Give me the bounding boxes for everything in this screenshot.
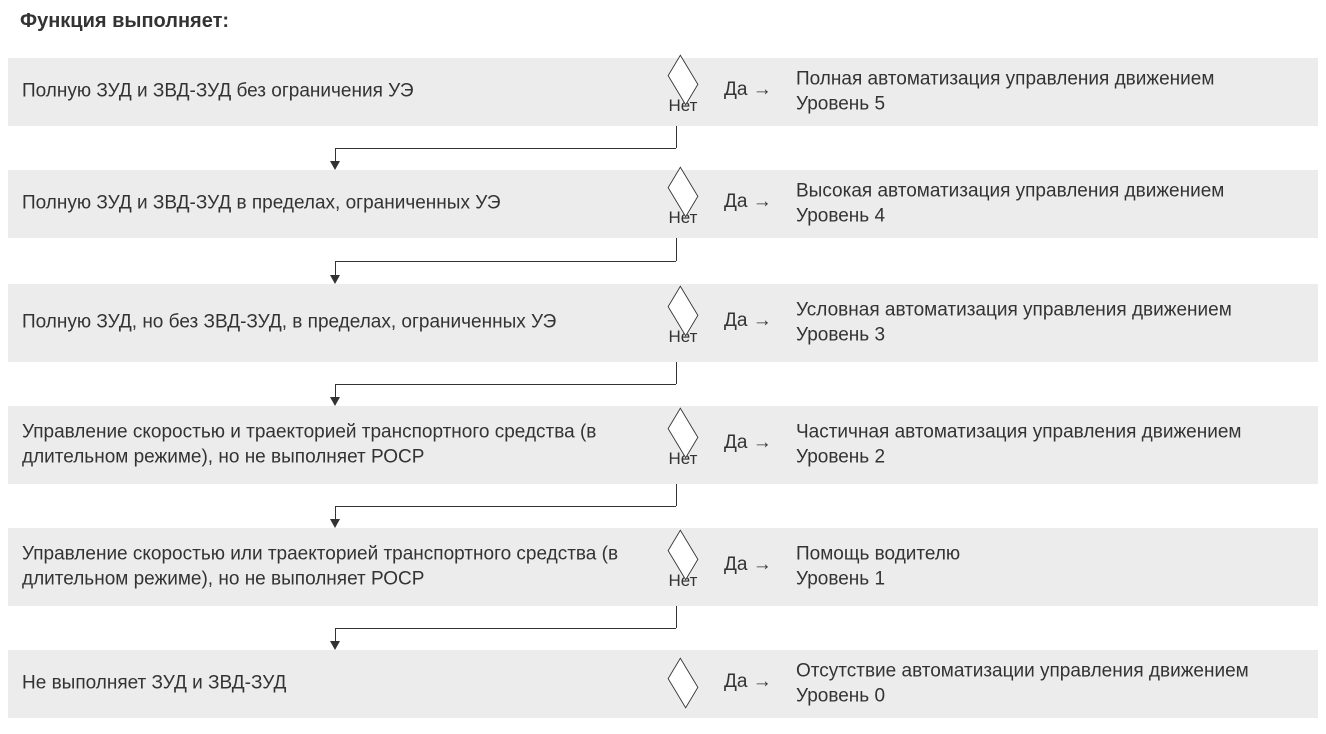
yes-arrow: Да → bbox=[724, 191, 772, 213]
yes-arrow: Да → bbox=[724, 432, 772, 454]
page-title: Функция выполняет: bbox=[20, 10, 229, 33]
result-line2: Уровень 3 bbox=[796, 323, 1232, 348]
decision-row: Управление скоростью и траекторией транс… bbox=[8, 406, 1318, 484]
result-line1: Условная автоматизация управления движен… bbox=[796, 298, 1232, 323]
decision-diamond-wrap: Нет bbox=[653, 68, 713, 116]
decision-row: Полную ЗУД и ЗВД-ЗУД без ограничения УЭ … bbox=[8, 58, 1318, 126]
result-line1: Помощь водителю bbox=[796, 542, 960, 567]
yes-label: Да bbox=[724, 554, 747, 575]
diamond-icon bbox=[668, 657, 699, 708]
result-line1: Частичная автоматизация управления движе… bbox=[796, 420, 1241, 445]
condition-text: Полную ЗУД, но без ЗВД-ЗУД, в пределах, … bbox=[22, 311, 622, 336]
decision-diamond-wrap: Нет bbox=[653, 299, 713, 347]
arrow-down-icon bbox=[330, 397, 340, 406]
condition-text: Управление скоростью или траекторией тра… bbox=[22, 542, 622, 591]
arrow-right-icon: → bbox=[753, 432, 772, 453]
decision-diamond-wrap: Нет bbox=[653, 421, 713, 469]
decision-row: Полную ЗУД и ЗВД-ЗУД в пределах, огранич… bbox=[8, 170, 1318, 238]
decision-diamond-wrap bbox=[653, 671, 713, 697]
arrow-right-icon: → bbox=[753, 671, 772, 692]
result-line1: Высокая автоматизация управления движени… bbox=[796, 179, 1224, 204]
result-line2: Уровень 4 bbox=[796, 204, 1224, 229]
yes-label: Да bbox=[724, 79, 747, 100]
yes-label: Да bbox=[724, 432, 747, 453]
condition-text: Не выполняет ЗУД и ЗВД-ЗУД bbox=[22, 672, 622, 697]
condition-text: Управление скоростью и траекторией транс… bbox=[22, 420, 622, 469]
result-line1: Полная автоматизация управления движение… bbox=[796, 67, 1214, 92]
result-text: Высокая автоматизация управления движени… bbox=[796, 179, 1224, 228]
result-line2: Уровень 2 bbox=[796, 445, 1241, 470]
arrow-down-icon bbox=[330, 519, 340, 528]
decision-row: Управление скоростью или траекторией тра… bbox=[8, 528, 1318, 606]
result-text: Условная автоматизация управления движен… bbox=[796, 298, 1232, 347]
decision-row: Не выполняет ЗУД и ЗВД-ЗУД Да → Отсутств… bbox=[8, 650, 1318, 718]
condition-text: Полную ЗУД и ЗВД-ЗУД без ограничения УЭ bbox=[22, 80, 622, 105]
arrow-right-icon: → bbox=[753, 191, 772, 212]
arrow-down-icon bbox=[330, 275, 340, 284]
yes-arrow: Да → bbox=[724, 79, 772, 101]
arrow-down-icon bbox=[330, 161, 340, 170]
result-text: Частичная автоматизация управления движе… bbox=[796, 420, 1241, 469]
page-root: Функция выполняет: Полную ЗУД и ЗВД-ЗУД … bbox=[0, 0, 1326, 734]
result-text: Помощь водителю Уровень 1 bbox=[796, 542, 960, 591]
condition-text: Полную ЗУД и ЗВД-ЗУД в пределах, огранич… bbox=[22, 192, 622, 217]
arrow-right-icon: → bbox=[753, 310, 772, 331]
result-text: Отсутствие автоматизации управления движ… bbox=[796, 659, 1249, 708]
result-line2: Уровень 1 bbox=[796, 567, 960, 592]
decision-diamond-wrap: Нет bbox=[653, 180, 713, 228]
decision-diamond-wrap: Нет bbox=[653, 543, 713, 591]
result-line1: Отсутствие автоматизации управления движ… bbox=[796, 659, 1249, 684]
result-line2: Уровень 5 bbox=[796, 92, 1214, 117]
arrow-right-icon: → bbox=[753, 79, 772, 100]
result-text: Полная автоматизация управления движение… bbox=[796, 67, 1214, 116]
yes-arrow: Да → bbox=[724, 554, 772, 576]
yes-label: Да bbox=[724, 310, 747, 331]
result-line2: Уровень 0 bbox=[796, 684, 1249, 709]
decision-row: Полную ЗУД, но без ЗВД-ЗУД, в пределах, … bbox=[8, 284, 1318, 362]
yes-arrow: Да → bbox=[724, 310, 772, 332]
arrow-right-icon: → bbox=[753, 554, 772, 575]
yes-label: Да bbox=[724, 671, 747, 692]
yes-label: Да bbox=[724, 191, 747, 212]
yes-arrow: Да → bbox=[724, 671, 772, 693]
arrow-down-icon bbox=[330, 641, 340, 650]
